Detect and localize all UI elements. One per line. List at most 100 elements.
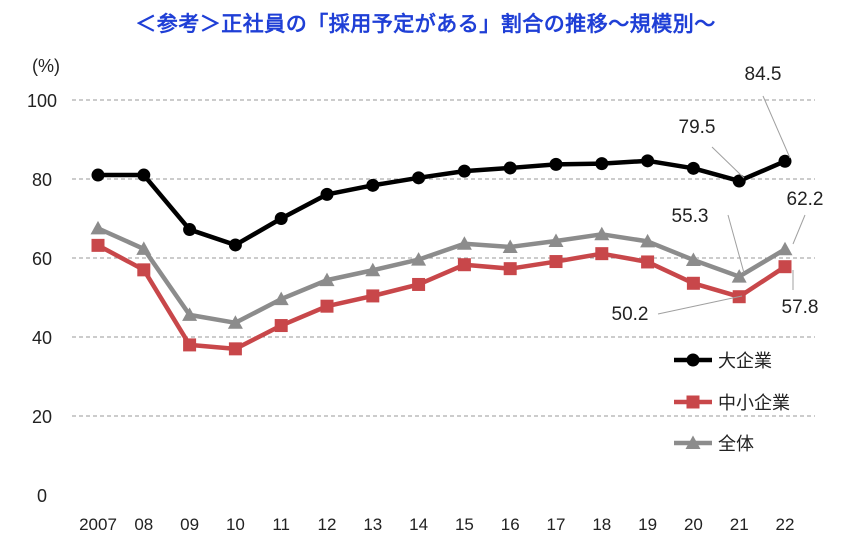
legend-marker (686, 395, 700, 409)
leader-line (762, 95, 791, 159)
data-point (183, 338, 197, 352)
x-tick-label: 09 (180, 515, 199, 534)
data-point (549, 157, 563, 171)
series-line (98, 158, 786, 248)
x-tick-label: 10 (226, 515, 245, 534)
legend-label: 中小企業 (718, 393, 790, 413)
data-point (548, 233, 564, 248)
data-point (595, 157, 609, 171)
data-point (137, 263, 151, 277)
data-point (183, 223, 197, 237)
legend-marker (686, 353, 700, 367)
data-point (412, 277, 426, 291)
series-triangle (90, 220, 793, 329)
x-tick-label: 08 (134, 515, 153, 534)
data-point (137, 168, 151, 182)
legend-label: 大企業 (718, 351, 772, 371)
callouts: 84.5 79.5 62.2 55.3 57.8 50.2 (612, 64, 824, 325)
x-tick-label: 18 (592, 515, 611, 534)
data-point (182, 307, 198, 321)
x-tick-label: 19 (638, 515, 657, 534)
x-tick-label: 12 (318, 515, 337, 534)
data-point (640, 233, 656, 248)
data-label: 62.2 (787, 189, 824, 210)
data-point (366, 289, 380, 303)
data-point (641, 255, 655, 269)
data-point (594, 226, 610, 241)
data-point (457, 258, 471, 272)
data-point (411, 252, 427, 266)
x-tick-label: 14 (409, 515, 428, 534)
data-point (320, 187, 334, 201)
data-point (274, 319, 288, 333)
y-tick-label: 40 (32, 328, 52, 348)
x-tick-label: 17 (547, 515, 566, 534)
data-point (456, 236, 472, 250)
y-tick-label: 80 (32, 170, 52, 190)
gridlines (72, 99, 815, 417)
series-line (96, 243, 787, 352)
data-point (320, 299, 334, 313)
legend-item: 全体 (674, 434, 754, 454)
data-label: 79.5 (679, 117, 716, 138)
data-label: 57.8 (782, 297, 819, 318)
data-point (227, 315, 243, 329)
data-label: 50.2 (612, 304, 649, 325)
leader-line (727, 214, 745, 274)
data-point (731, 269, 747, 283)
x-axis-labels: 2007 08 09 10 11 12 13 14 15 16 17 18 19 20 21 22 (79, 515, 794, 534)
legend-label: 全体 (718, 434, 754, 454)
legend-item: 中小企業 (674, 393, 790, 413)
series-line (97, 226, 787, 326)
legend-item: 大企業 (674, 351, 772, 371)
data-point (274, 212, 288, 225)
data-point (732, 174, 746, 188)
data-point (228, 238, 242, 252)
data-point (686, 276, 700, 290)
data-point (503, 161, 517, 175)
data-point (777, 241, 793, 256)
data-point (319, 272, 335, 287)
data-point (686, 161, 700, 175)
y-tick-label: 100 (27, 91, 57, 111)
data-point (595, 247, 609, 261)
series-circle (91, 154, 792, 252)
x-tick-label: 13 (363, 515, 382, 534)
data-point (91, 168, 105, 182)
data-point (778, 260, 792, 274)
leader-line (657, 295, 743, 315)
data-point (778, 154, 792, 168)
x-tick-label: 20 (684, 515, 703, 534)
x-tick-label: 15 (455, 515, 474, 534)
x-tick-label: 16 (501, 515, 520, 534)
x-tick-label: 11 (272, 515, 290, 534)
series-lines (90, 154, 793, 356)
data-point (91, 238, 105, 252)
data-label: 55.3 (672, 206, 709, 227)
x-tick-label: 21 (730, 515, 749, 534)
series-square (91, 238, 792, 356)
data-point (502, 239, 518, 253)
data-label: 84.5 (745, 64, 782, 85)
data-point (457, 164, 471, 178)
y-axis-unit: (%) (32, 56, 60, 76)
leader-line (792, 214, 806, 245)
legend-marker (685, 435, 701, 449)
y-tick-label: 0 (37, 486, 47, 506)
x-tick-label: 22 (776, 515, 795, 534)
x-tick-label: 2007 (79, 515, 117, 534)
y-tick-label: 60 (32, 249, 52, 269)
data-point (503, 262, 517, 276)
data-point (412, 171, 426, 185)
data-point (90, 220, 106, 235)
data-point (685, 252, 701, 266)
data-point (366, 178, 380, 192)
data-point (641, 154, 655, 168)
chart-title: ＜参考＞正社員の「採用予定がある」割合の推移～規模別～ (135, 12, 716, 36)
data-point (273, 291, 289, 306)
data-point (136, 241, 152, 255)
y-tick-label: 20 (32, 407, 52, 427)
leader-line (711, 146, 745, 179)
